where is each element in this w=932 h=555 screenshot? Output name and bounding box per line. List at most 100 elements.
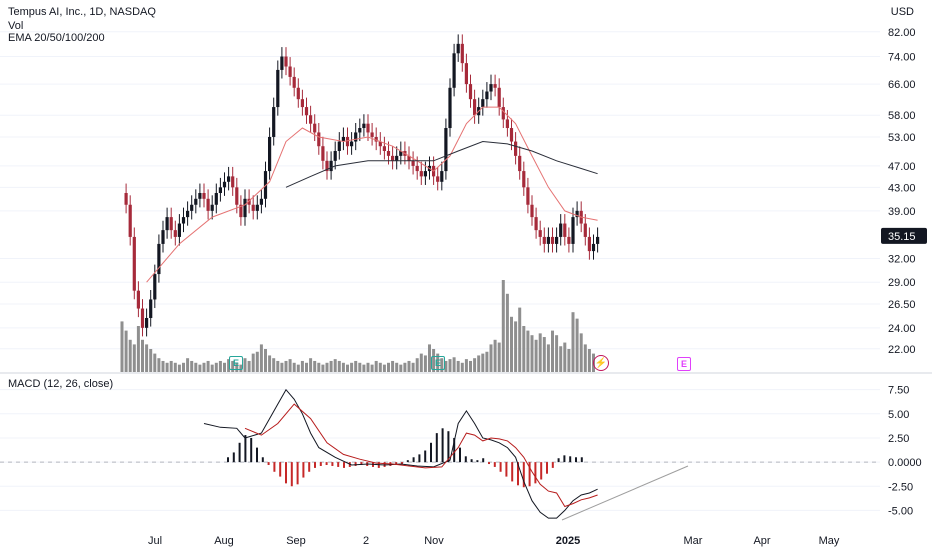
candle-body xyxy=(587,236,591,252)
candle-body xyxy=(280,56,284,70)
time-tick-label: Apr xyxy=(753,535,770,547)
candle-body xyxy=(272,107,276,137)
volume-bar xyxy=(505,293,509,372)
candle-body xyxy=(186,210,190,218)
volume-bar xyxy=(268,355,272,372)
macd-histogram-bar xyxy=(464,456,467,463)
candle-body xyxy=(276,69,280,108)
candle-body xyxy=(157,243,161,275)
volume-bar xyxy=(333,359,337,372)
candle-body xyxy=(194,198,198,205)
lightning-icon[interactable]: ⚡ xyxy=(593,355,609,371)
volume-bar xyxy=(214,362,218,372)
candle-body xyxy=(247,198,251,205)
candle-body xyxy=(268,136,272,172)
legend-symbol[interactable]: Tempus AI, Inc., 1D, NASDAQ xyxy=(8,6,156,18)
candle-body xyxy=(243,198,247,218)
earnings-badge-future[interactable]: E xyxy=(677,357,691,371)
volume-bar xyxy=(542,337,546,372)
macd-histogram-bar xyxy=(308,462,311,472)
candle-body xyxy=(571,217,575,244)
legend-ema[interactable]: EMA 20/50/100/200 xyxy=(8,32,105,44)
volume-bar xyxy=(399,364,403,372)
volume-bar xyxy=(456,360,460,372)
macd-histogram-bar xyxy=(401,462,403,465)
macd-histogram-bar xyxy=(453,437,456,463)
candle-body xyxy=(329,160,333,172)
price-tick-label: 24.00 xyxy=(888,323,916,335)
volume-bar xyxy=(481,353,485,372)
macd-line xyxy=(203,388,598,519)
volume-bar xyxy=(407,360,411,372)
price-tick-label: 29.00 xyxy=(888,277,916,289)
candle-body xyxy=(411,160,415,166)
macd-histogram-bar xyxy=(325,462,328,466)
candle-body xyxy=(358,128,362,133)
volume-bar xyxy=(551,330,554,372)
macd-tick-label: 7.50 xyxy=(888,385,909,397)
macd-histogram-bar xyxy=(430,442,432,463)
macd-histogram-bar xyxy=(267,462,270,466)
volume-bar xyxy=(157,358,161,372)
volume-bar xyxy=(173,362,177,372)
volume-bar xyxy=(526,330,530,372)
macd-histogram-bar xyxy=(546,462,548,474)
candle-body xyxy=(239,204,243,218)
volume-bar xyxy=(415,358,419,372)
volume-bar xyxy=(165,362,169,372)
candle-body xyxy=(214,193,218,205)
candle-body xyxy=(317,132,321,147)
macd-histogram-bar xyxy=(261,457,264,463)
candle-body xyxy=(341,136,345,142)
candle-body xyxy=(415,165,419,172)
currency-label[interactable]: USD xyxy=(890,6,914,18)
volume-bar xyxy=(460,362,464,372)
candle-body xyxy=(210,204,214,211)
volume-bar xyxy=(141,339,144,372)
volume-bar xyxy=(448,359,452,372)
macd-histogram-bar xyxy=(534,462,537,484)
volume-bar xyxy=(259,344,263,372)
candle-body xyxy=(309,115,313,124)
time-tick-label: Sep xyxy=(286,535,306,547)
volume-bar xyxy=(530,335,534,372)
earnings-badge-aug[interactable]: E xyxy=(229,356,243,370)
volume-bar xyxy=(378,362,382,372)
candle-body xyxy=(255,204,259,211)
candle-body xyxy=(395,155,399,161)
volume-bar xyxy=(288,359,292,372)
legend-macd[interactable]: MACD (12, 26, close) xyxy=(8,378,114,390)
volume-bar xyxy=(563,342,567,372)
candle-body xyxy=(325,160,329,172)
candle-body xyxy=(567,236,571,244)
candle-body xyxy=(555,236,559,244)
candle-body xyxy=(304,107,309,116)
volume-bar xyxy=(198,364,202,372)
macd-histogram-bar xyxy=(273,462,276,472)
candle-body xyxy=(481,99,485,108)
candle-body xyxy=(362,123,366,129)
volume-bar xyxy=(473,358,477,372)
macd-histogram-bar xyxy=(470,459,473,463)
candle-body xyxy=(366,123,370,133)
candle-body xyxy=(227,176,231,182)
volume-bar xyxy=(128,339,132,372)
macd-histogram-bar xyxy=(499,462,502,472)
candle-body xyxy=(169,217,173,231)
candle-body xyxy=(489,84,493,92)
macd-histogram-bar xyxy=(528,462,531,487)
volume-bar xyxy=(546,344,550,372)
legend-vol[interactable]: Vol xyxy=(8,20,24,32)
candle-body xyxy=(374,136,378,142)
price-tick-label: 82.00 xyxy=(888,27,916,39)
candle-body xyxy=(538,230,542,237)
volume-bar xyxy=(382,364,386,372)
macd-histogram-bar xyxy=(459,447,461,463)
volume-bar xyxy=(579,333,583,372)
candle-body xyxy=(124,193,128,205)
candle-body xyxy=(284,56,288,67)
candle-body xyxy=(145,317,149,328)
candle-body xyxy=(296,87,300,100)
earnings-badge-nov[interactable]: E xyxy=(431,356,445,370)
candle-body xyxy=(218,187,222,193)
